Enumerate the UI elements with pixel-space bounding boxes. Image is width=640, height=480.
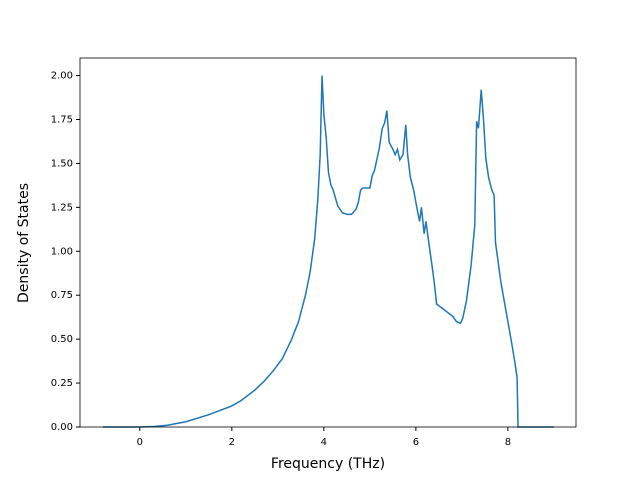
y-tick-label: 0.50 [51,334,73,345]
y-tick-label: 1.75 [51,115,73,126]
y-axis-label: Density of States [16,183,32,303]
y-tick-label: 0.75 [51,290,73,301]
y-tick-label: 0.00 [51,422,73,433]
y-tick-label: 1.25 [51,202,73,213]
y-tick-label: 1.50 [51,158,73,169]
y-tick-label: 1.00 [51,246,73,257]
x-tick-label: 2 [229,437,235,448]
dos-line [103,75,554,428]
x-tick-label: 8 [505,437,511,448]
x-tick-label: 4 [321,437,327,448]
x-tick-label: 6 [413,437,419,448]
x-tick-label: 0 [137,437,143,448]
plot-frame [79,57,577,428]
x-axis-label: Frequency (THz) [271,456,385,472]
y-tick-label: 2.00 [51,71,73,82]
y-tick-label: 0.25 [51,378,73,389]
